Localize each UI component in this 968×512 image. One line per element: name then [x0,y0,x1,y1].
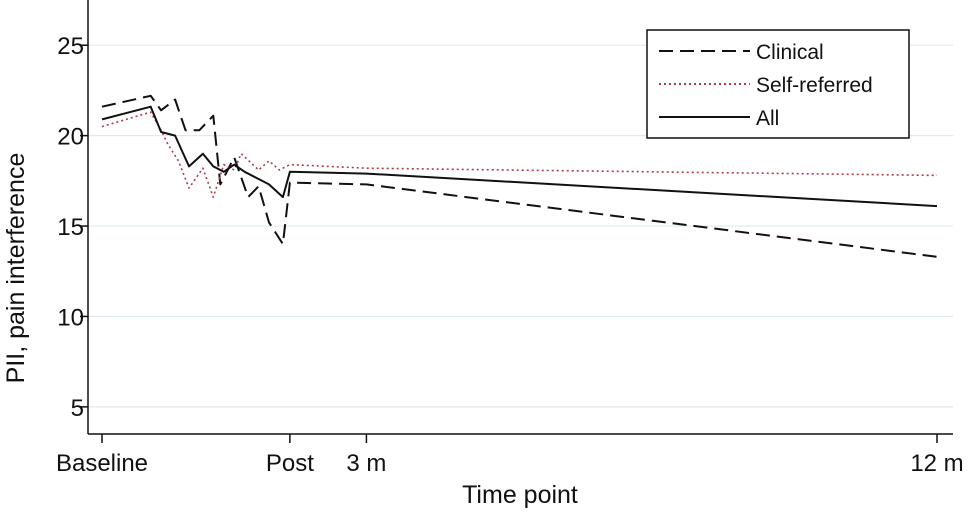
legend-label: Self-referred [756,74,873,97]
gridlines [88,44,953,408]
series-line-all [101,105,938,208]
y-tick-label: 20 [57,124,84,151]
legend-label: Clinical [756,41,824,64]
x-tick-label: Baseline [56,450,148,477]
x-tick-label: Post [266,450,314,477]
x-axis-ticks: Baseline Post 3 m 12 m [56,434,964,477]
x-axis-title: Time point [462,481,578,509]
y-axis-ticks: 5 10 15 20 25 [57,33,88,422]
legend: Clinical Self-referred All [646,29,910,139]
series-line-clinical [101,94,938,258]
legend-label: All [756,107,779,130]
y-tick-label: 25 [57,33,84,60]
x-tick-label: 12 m [910,450,963,477]
series-line-self-referred [101,111,938,198]
series-lines [101,94,938,258]
y-tick-label: 5 [71,395,84,422]
x-tick-label: 3 m [346,450,386,477]
y-tick-label: 15 [57,214,84,241]
y-axis-title: PII, pain interference [2,153,30,384]
y-tick-label: 10 [57,304,84,331]
